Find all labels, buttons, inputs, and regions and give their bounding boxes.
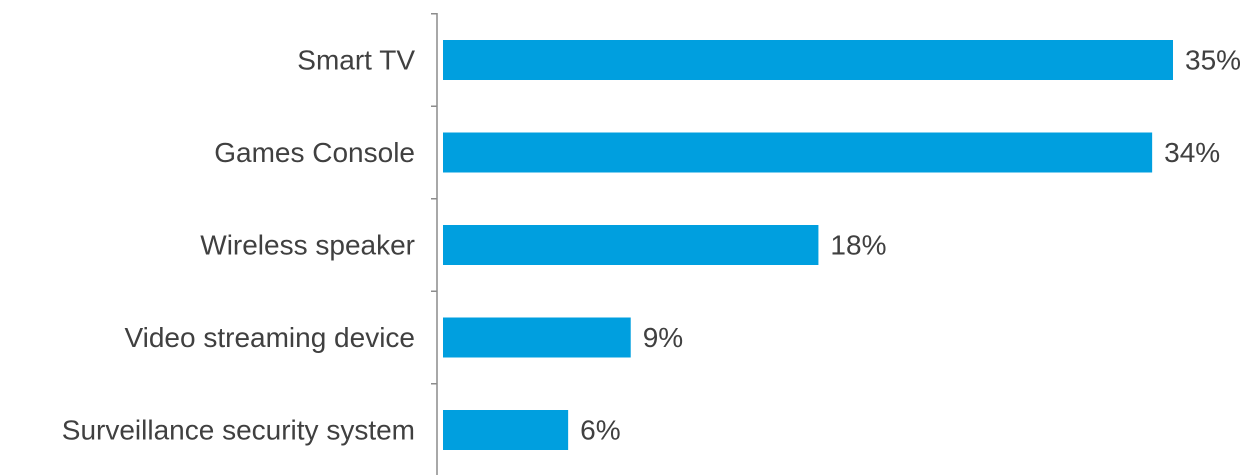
category-label: Smart TV bbox=[297, 45, 415, 76]
category-labels-group: Smart TV Games Console Wireless speaker Vid… bbox=[62, 45, 416, 446]
category-label: Wireless speaker bbox=[200, 230, 415, 261]
bar-5 bbox=[443, 410, 569, 450]
bars-group bbox=[443, 40, 1173, 450]
data-label: 6% bbox=[580, 415, 620, 446]
bar-4 bbox=[443, 317, 631, 358]
bar-3 bbox=[443, 225, 819, 265]
axis-group bbox=[431, 13, 438, 475]
data-label: 18% bbox=[830, 230, 886, 261]
value-labels-group: 35% 34% 18% 9% 6% bbox=[580, 45, 1241, 446]
category-label: Surveillance security system bbox=[62, 415, 415, 446]
bar-1 bbox=[443, 40, 1173, 80]
category-label: Games Console bbox=[214, 137, 415, 168]
data-label: 35% bbox=[1185, 45, 1241, 76]
category-label: Video streaming device bbox=[124, 322, 415, 353]
bar-2 bbox=[443, 132, 1153, 173]
data-label: 9% bbox=[643, 322, 683, 353]
data-label: 34% bbox=[1164, 137, 1220, 168]
